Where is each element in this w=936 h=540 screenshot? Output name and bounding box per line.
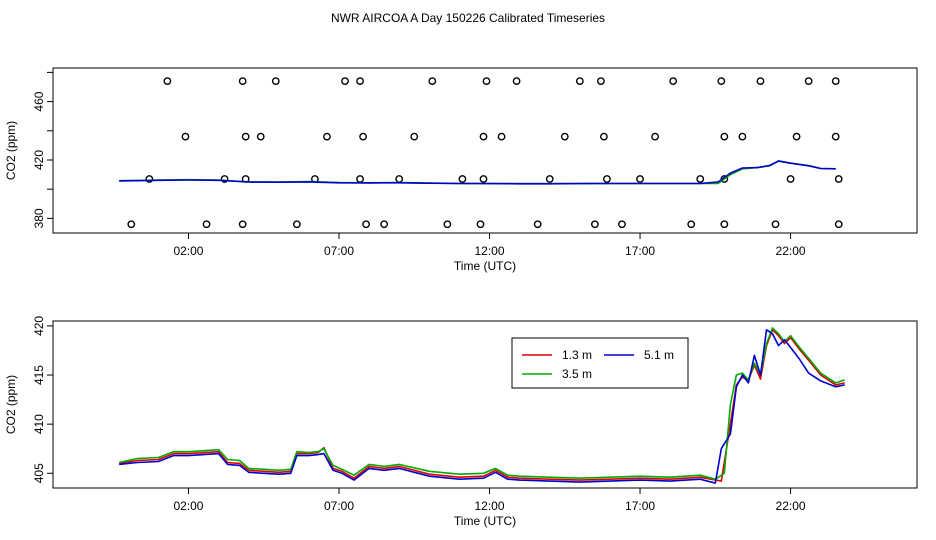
- x-tick-label: 22:00: [776, 244, 806, 258]
- flag-point: [323, 132, 331, 141]
- flag-point: [717, 77, 726, 86]
- flag-point: [356, 77, 364, 86]
- flag-point: [341, 77, 349, 86]
- flag-point: [738, 132, 747, 141]
- flag-point: [687, 220, 696, 229]
- flag-point: [479, 132, 488, 141]
- x-axis-label: Time (UTC): [454, 259, 516, 273]
- flag-point: [271, 77, 280, 86]
- legend-box: [511, 337, 689, 389]
- bottom-panel: 02:00 07:00 12:00 17:00 22:00 Time (UTC) 405 41…: [4, 316, 918, 528]
- flag-point: [181, 132, 190, 141]
- y-tick-label: 380: [32, 208, 46, 228]
- flag-point: [560, 132, 569, 141]
- flag-point: [127, 220, 136, 229]
- flag-point: [696, 175, 705, 183]
- flag-point: [834, 175, 843, 183]
- flag-point: [362, 220, 370, 229]
- flag-point: [458, 175, 467, 183]
- flag-point: [669, 77, 678, 86]
- plot-frame: [52, 67, 918, 234]
- flag-point: [651, 132, 659, 141]
- flag-point: [482, 77, 491, 86]
- flag-point: [359, 132, 367, 141]
- legend-label: 1.3 m: [562, 348, 592, 362]
- y-tick-label: 410: [32, 414, 46, 434]
- flag-point: [597, 77, 605, 86]
- x-axis-label: Time (UTC): [454, 514, 516, 528]
- series-line: [119, 327, 845, 481]
- x-tick-label: 02:00: [173, 499, 203, 513]
- flag-point: [600, 132, 608, 141]
- flag-point: [479, 175, 488, 183]
- flag-point: [831, 132, 840, 141]
- series-line: [119, 328, 845, 482]
- flag-point: [804, 77, 813, 86]
- x-tick-label: 17:00: [625, 244, 655, 258]
- y-axis-label: CO2 (ppm): [4, 375, 18, 434]
- flag-point: [163, 77, 172, 86]
- y-tick-label: 420: [32, 150, 46, 170]
- flag-point: [771, 220, 780, 229]
- flag-point: [428, 77, 437, 86]
- flag-point: [220, 175, 229, 183]
- flag-point: [603, 175, 611, 183]
- x-tick-label: 12:00: [475, 499, 505, 513]
- flag-point: [792, 132, 801, 141]
- flag-point: [590, 220, 599, 229]
- top-panel: 02:00 07:00 12:00 17:00 22:00 Time (UTC) 380 42…: [4, 67, 918, 273]
- flag-point: [476, 220, 485, 229]
- flag-point: [720, 132, 729, 141]
- x-tick-label: 07:00: [324, 499, 354, 513]
- flag-point: [292, 220, 301, 229]
- flag-point: [497, 132, 506, 141]
- flag-point: [395, 175, 404, 183]
- flag-point: [575, 77, 584, 86]
- flag-point: [410, 132, 419, 141]
- flag-point: [831, 77, 840, 86]
- flag-point: [145, 175, 154, 183]
- series-line: [119, 328, 845, 484]
- flag-point: [241, 132, 250, 141]
- flag-point: [786, 175, 795, 183]
- y-tick-label: 460: [32, 91, 46, 111]
- flag-point: [443, 220, 452, 229]
- x-tick-label: 22:00: [776, 499, 806, 513]
- y-tick-label: 415: [32, 365, 46, 385]
- flag-point: [202, 220, 211, 229]
- flag-point: [380, 220, 389, 229]
- flag-point: [720, 220, 729, 229]
- series-line: [119, 160, 836, 185]
- flag-point: [545, 175, 554, 183]
- flag-point: [256, 132, 265, 141]
- flag-point: [238, 220, 247, 229]
- legend-label: 5.1 m: [644, 348, 674, 362]
- x-tick-label: 07:00: [324, 244, 354, 258]
- flag-point: [834, 220, 843, 229]
- flag-point: [618, 220, 626, 229]
- y-tick-label: 420: [32, 316, 46, 336]
- flag-point: [756, 77, 765, 86]
- flag-point: [636, 175, 644, 183]
- flag-point: [238, 77, 247, 86]
- y-axis-label: CO2 (ppm): [4, 121, 18, 180]
- flag-point: [512, 77, 521, 86]
- y-tick-label: 405: [32, 463, 46, 483]
- flag-point: [356, 175, 364, 183]
- flag-point: [533, 220, 542, 229]
- legend-label: 3.5 m: [562, 367, 592, 381]
- plot-frame: [52, 320, 918, 489]
- chart-title: NWR AIRCOA A Day 150226 Calibrated Times…: [331, 11, 605, 25]
- x-tick-label: 12:00: [475, 244, 505, 258]
- x-tick-label: 17:00: [625, 499, 655, 513]
- x-tick-label: 02:00: [173, 244, 203, 258]
